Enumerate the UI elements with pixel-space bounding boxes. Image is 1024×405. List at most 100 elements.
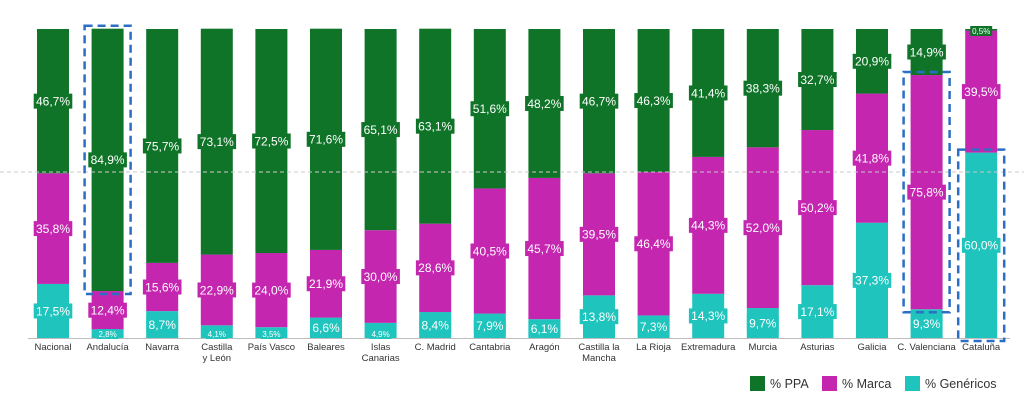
data-label-c-valenciana-genericos: 9,3% <box>913 317 941 331</box>
data-label-bg <box>146 317 179 333</box>
data-label-asturias-ppa: 32,7% <box>800 73 834 87</box>
data-label-bg <box>525 95 564 111</box>
data-label-cataluna-genericos: 60,0% <box>964 239 998 253</box>
data-label-bg <box>142 279 182 295</box>
data-label-bg <box>907 184 946 200</box>
data-label-c-madrid-genericos: 8,4% <box>422 318 450 332</box>
data-label-bg <box>473 318 506 334</box>
data-label-castilla-y-leon-genericos: 4,1% <box>208 330 226 339</box>
data-label-andalucia-genericos: 2,8% <box>98 330 116 339</box>
data-label-bg <box>306 131 346 147</box>
data-label-bg <box>852 150 892 166</box>
data-label-asturias-genericos: 17,1% <box>800 305 834 319</box>
data-label-aragon-genericos: 6,1% <box>531 322 559 336</box>
data-label-bg <box>252 133 291 149</box>
data-label-baleares-marca: 21,9% <box>309 277 343 291</box>
category-label-castilla-la-mancha: Mancha <box>582 353 617 364</box>
data-label-bg <box>419 317 452 333</box>
data-label-cataluna-marca: 39,5% <box>964 85 998 99</box>
data-label-navarra-marca: 15,6% <box>145 280 179 294</box>
legend-label-genericos: % Genéricos <box>925 377 997 391</box>
data-label-pais-vasco-genericos: 3,5% <box>262 330 280 339</box>
segment-labels: 17,5% 35,8% 46,7% 2,8% 12,4% 84,9% 8,7% 15,6% 75… <box>33 26 1001 339</box>
data-label-galicia-marca: 41,8% <box>855 151 889 165</box>
legend-swatch-marca <box>822 376 837 391</box>
data-label-bg <box>743 220 783 236</box>
data-label-bg <box>197 282 237 298</box>
category-label-galicia: Galicia <box>857 342 887 353</box>
data-label-bg <box>369 329 392 339</box>
data-label-murcia-genericos: 9,7% <box>749 316 777 330</box>
data-label-bg <box>688 308 728 324</box>
data-label-bg <box>415 118 455 134</box>
data-label-bg <box>852 272 892 288</box>
data-label-c-valenciana-marca: 75,8% <box>910 185 944 199</box>
data-label-bg <box>205 329 228 339</box>
category-label-andalucia: Andalucía <box>86 342 129 353</box>
data-label-bg <box>197 134 237 150</box>
data-label-bg <box>746 315 779 331</box>
highlight-boxes <box>83 24 1006 343</box>
data-label-bg <box>310 320 342 336</box>
category-label-baleares: Baleares <box>307 342 345 353</box>
data-label-la-rioja-marca: 46,4% <box>637 237 671 251</box>
data-label-bg <box>743 80 783 96</box>
data-label-bg <box>528 321 561 337</box>
data-label-castilla-y-leon-ppa: 73,1% <box>200 135 234 149</box>
category-label-asturias: Asturias <box>800 342 835 353</box>
data-label-pais-vasco-marca: 24,0% <box>254 283 288 297</box>
category-label-castilla-y-leon: y León <box>203 353 232 364</box>
data-label-islas-canarias-genericos: 4,9% <box>371 330 389 339</box>
data-label-galicia-ppa: 20,9% <box>855 55 889 69</box>
data-label-asturias-marca: 50,2% <box>800 201 834 215</box>
category-label-nacional: Nacional <box>35 342 72 353</box>
category-label-islas-canarias: Islas <box>371 342 391 353</box>
data-label-c-madrid-marca: 28,6% <box>418 261 452 275</box>
data-label-bg <box>33 221 73 237</box>
category-label-c-valenciana: C. Valenciana <box>897 342 956 353</box>
data-label-bg <box>961 237 1001 253</box>
data-label-nacional-marca: 35,8% <box>36 222 70 236</box>
data-label-navarra-genericos: 8,7% <box>149 318 177 332</box>
data-label-castilla-la-mancha-marca: 39,5% <box>582 228 616 242</box>
data-label-la-rioja-genericos: 7,3% <box>640 320 668 334</box>
category-label-c-madrid: C. Madrid <box>415 342 456 353</box>
legend-swatch-genericos <box>905 376 920 391</box>
data-label-cantabria-genericos: 7,9% <box>476 319 504 333</box>
data-label-bg <box>361 122 400 138</box>
data-label-bg <box>579 309 619 325</box>
data-label-c-valenciana-ppa: 14,9% <box>910 45 944 59</box>
data-label-bg <box>798 200 837 216</box>
data-label-bg <box>637 319 670 335</box>
data-label-bg <box>961 84 1001 100</box>
data-label-castilla-la-mancha-ppa: 46,7% <box>582 94 616 108</box>
data-label-bg <box>260 329 283 339</box>
data-label-cantabria-marca: 40,5% <box>473 244 507 258</box>
data-label-bg <box>798 72 837 88</box>
legend-swatch-ppa <box>750 376 765 391</box>
data-label-bg <box>33 93 73 109</box>
data-label-islas-canarias-ppa: 65,1% <box>364 123 398 137</box>
data-label-bg <box>910 316 943 332</box>
data-label-andalucia-marca: 12,4% <box>91 304 125 318</box>
data-label-cataluna-ppa: 0,5% <box>972 27 990 36</box>
data-label-bg <box>907 44 946 60</box>
data-label-extremadura-ppa: 41,4% <box>691 86 725 100</box>
data-label-bg <box>688 85 728 101</box>
data-label-bg <box>470 101 510 117</box>
data-label-bg <box>634 93 673 109</box>
category-label-islas-canarias: Canarias <box>362 353 400 364</box>
data-label-andalucia-ppa: 84,9% <box>91 153 125 167</box>
data-label-cantabria-ppa: 51,6% <box>473 102 507 116</box>
data-label-bg <box>252 282 291 298</box>
data-label-bg <box>306 276 346 292</box>
category-label-extremadura: Extremadura <box>681 342 736 353</box>
data-label-nacional-genericos: 17,5% <box>36 304 70 318</box>
data-label-baleares-genericos: 6,6% <box>312 321 340 335</box>
data-label-castilla-la-mancha-genericos: 13,8% <box>582 310 616 324</box>
data-label-bg <box>96 329 119 339</box>
category-label-castilla-la-mancha: Castilla la <box>578 342 620 353</box>
category-label-castilla-y-leon: Castilla <box>201 342 233 353</box>
